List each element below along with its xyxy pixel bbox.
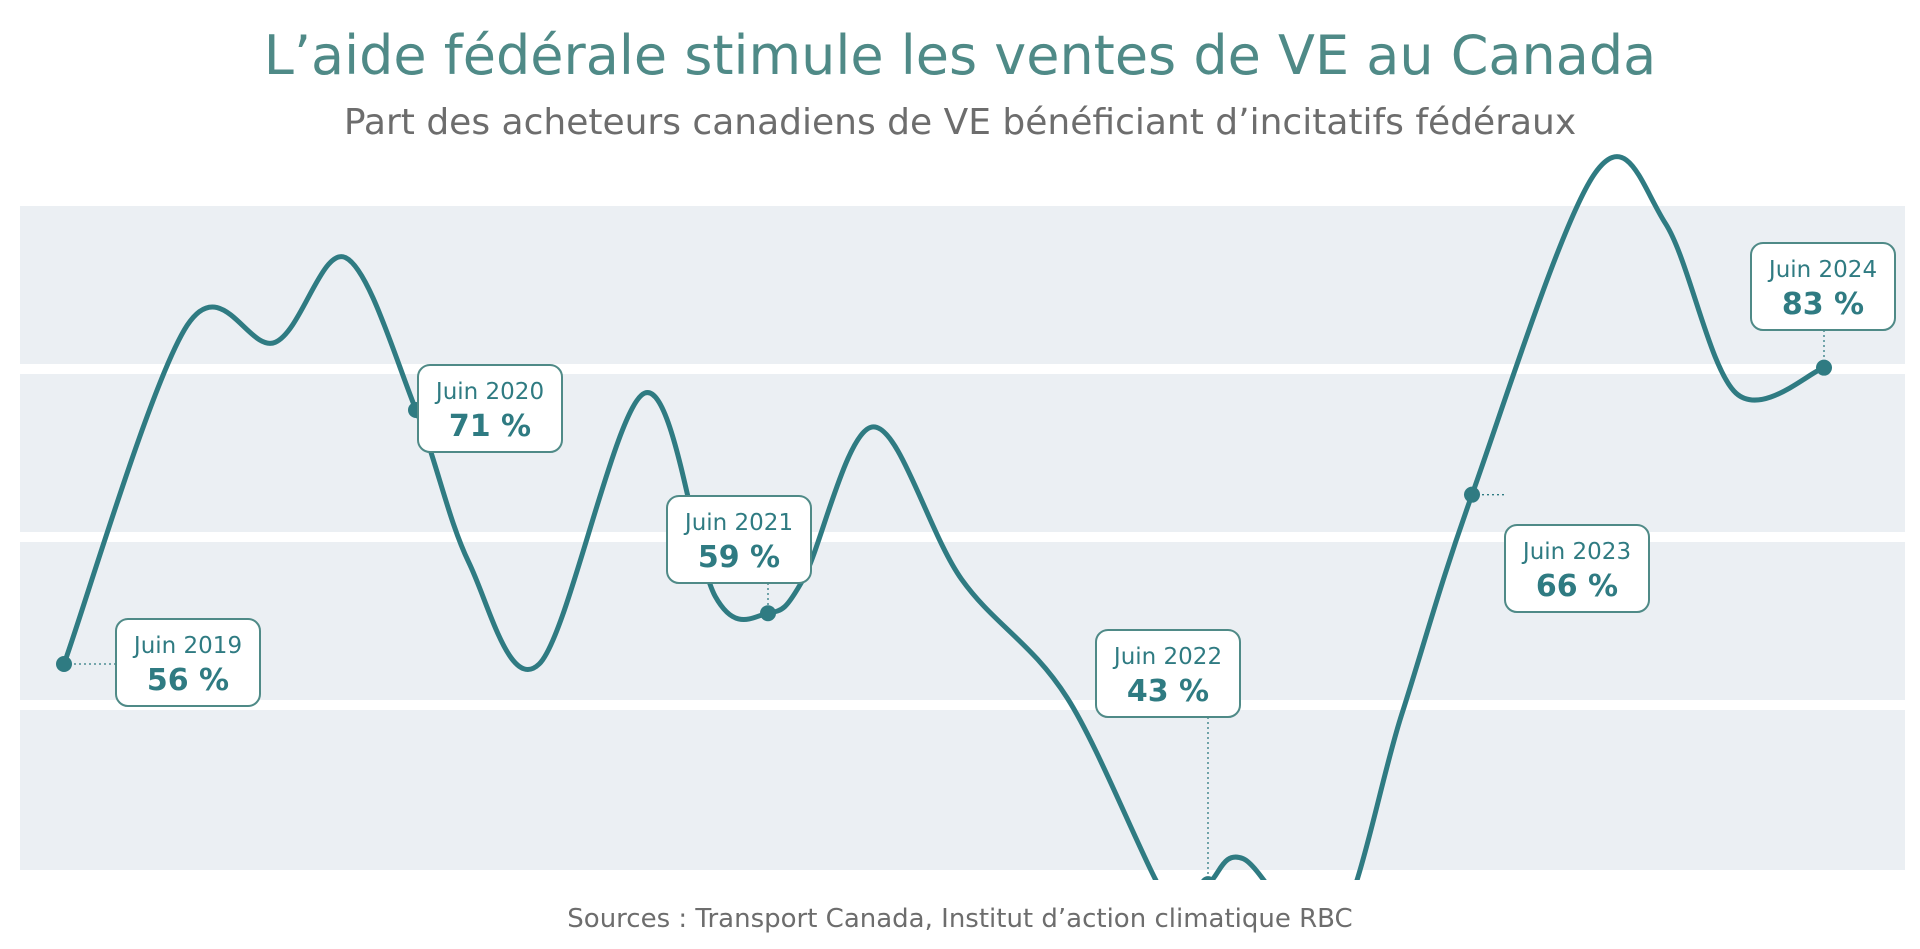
series-line (61, 154, 1827, 880)
line-chart: Juin 2019 56 % Juin 2020 71 % Juin 2021 59 % J… (20, 154, 1905, 880)
chart-source: Sources : Transport Canada, Institut d’a… (567, 904, 1353, 934)
annotation-box (1750, 242, 1896, 331)
data-point (1201, 876, 1215, 880)
annotation-box (417, 364, 563, 453)
annotation-date: Juin 2023 (1521, 539, 1631, 565)
annotation-value: 71 % (449, 409, 531, 444)
annotation-value: 83 % (1782, 287, 1864, 322)
series-line-group (61, 154, 1827, 880)
annotation-date: Juin 2022 (1112, 644, 1222, 670)
annotation-box (666, 495, 812, 584)
annotation-date: Juin 2021 (683, 510, 793, 536)
annotation-box (115, 618, 261, 707)
plot-background (20, 206, 1905, 870)
data-point (1464, 486, 1480, 503)
data-point (56, 656, 72, 672)
chart-subtitle: Part des acheteurs canadiens de VE bénéf… (343, 102, 1577, 143)
plot-band (20, 374, 1905, 532)
plot-band (20, 710, 1905, 870)
annotation-date: Juin 2024 (1767, 257, 1877, 283)
annotation-date: Juin 2020 (434, 379, 544, 405)
annotation-date: Juin 2019 (132, 633, 242, 659)
plot-band (20, 206, 1905, 364)
annotation-value: 43 % (1127, 674, 1209, 709)
annotation-value: 59 % (698, 540, 780, 575)
annotation-value: 56 % (147, 663, 229, 698)
annotation-value: 66 % (1536, 569, 1618, 604)
data-point (1816, 359, 1832, 376)
annotations-group: Juin 2019 56 % Juin 2020 71 % Juin 2021 59 % J… (56, 242, 1896, 880)
annotation-box (1095, 629, 1241, 718)
chart-title: L’aide fédérale stimule les ventes de VE… (263, 24, 1657, 87)
annotation-box (1504, 524, 1650, 613)
data-point (760, 605, 776, 622)
